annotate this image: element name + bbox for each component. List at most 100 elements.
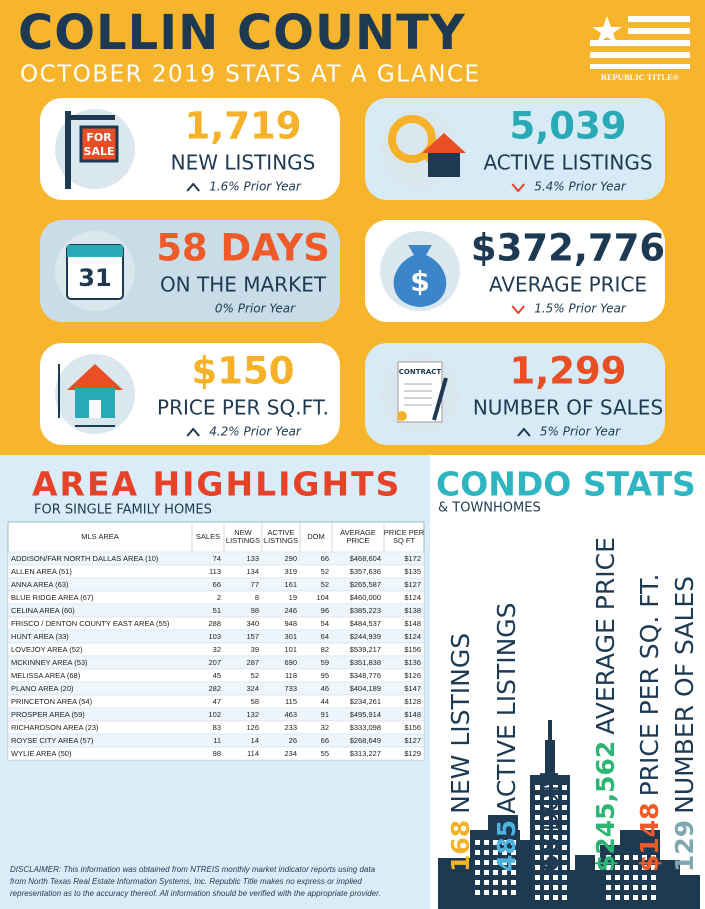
table-cell: $124 <box>404 593 421 602</box>
window <box>651 875 656 880</box>
condo-label: DOM <box>535 771 564 832</box>
window <box>511 870 516 875</box>
table-cell: $268,649 <box>350 736 381 745</box>
table-cell: 287 <box>246 658 259 667</box>
condo-label: ACTIVE LISTINGS <box>492 602 521 813</box>
table-header: NEW LISTINGS <box>226 528 260 545</box>
table-cell: $148 <box>404 619 421 628</box>
subtitle: OCTOBER 2019 STATS AT A GLANCE <box>20 62 481 88</box>
window <box>544 845 549 850</box>
window <box>535 805 540 810</box>
window <box>484 870 489 875</box>
window <box>535 845 540 850</box>
window <box>642 875 647 880</box>
window <box>535 885 540 890</box>
table-cell: 66 <box>321 554 329 563</box>
table-cell: 102 <box>208 710 221 719</box>
table-cell: 39 <box>251 645 259 654</box>
table-cell: CELINA AREA (60) <box>11 606 75 615</box>
table-cell: 948 <box>284 619 297 628</box>
window <box>562 795 567 800</box>
window <box>475 870 480 875</box>
window <box>562 855 567 860</box>
table-header: AVERAGE PRICE <box>340 528 376 545</box>
window <box>633 885 638 890</box>
table-cell: 733 <box>284 684 297 693</box>
condo-stat: 68 DOM <box>535 771 564 872</box>
card-label: ACTIVE LISTINGS <box>483 151 652 175</box>
table-cell: $357,636 <box>350 567 381 576</box>
table-cell: 319 <box>284 567 297 576</box>
icon-sign <box>79 125 119 163</box>
window <box>553 855 558 860</box>
card-change: 0% Prior Year <box>215 302 296 316</box>
window <box>493 850 498 855</box>
card-value: 1,719 <box>184 105 301 148</box>
window <box>615 895 620 900</box>
icon-text: $ <box>410 265 429 298</box>
table-cell: 46 <box>321 684 329 693</box>
table-cell: $156 <box>404 645 421 654</box>
card-label: NUMBER OF SALES <box>473 396 663 420</box>
window <box>562 845 567 850</box>
card-change: 1.5% Prior Year <box>534 302 627 316</box>
area-subtitle: FOR SINGLE FAMILY HOMES <box>34 503 212 518</box>
icon-bag <box>393 245 447 307</box>
window <box>651 855 656 860</box>
table-row <box>7 746 425 761</box>
window <box>553 815 558 820</box>
table-cell: BLUE RIDGE AREA (67) <box>11 593 94 602</box>
table-cell: PLANO AREA (20) <box>11 684 74 693</box>
table-cell: 96 <box>321 606 329 615</box>
table-cell: LOVEJOY AREA (52) <box>11 645 83 654</box>
window <box>493 890 498 895</box>
table-cell: $404,189 <box>350 684 381 693</box>
trend-arrow <box>186 427 200 437</box>
window <box>535 865 540 870</box>
trend-arrow <box>511 305 525 315</box>
window <box>544 875 549 880</box>
table-cell: $147 <box>404 684 421 693</box>
table-cell: 161 <box>284 580 297 589</box>
table-cell: MCKINNEY AREA (53) <box>11 658 88 667</box>
table-cell: 133 <box>246 554 259 563</box>
table-cell: 463 <box>284 710 297 719</box>
window <box>544 805 549 810</box>
table-cell: 64 <box>321 632 329 641</box>
window <box>484 840 489 845</box>
card-value: 58 DAYS <box>156 227 330 270</box>
window <box>544 865 549 870</box>
window <box>502 860 507 865</box>
window <box>553 825 558 830</box>
window <box>544 835 549 840</box>
table-cell: 98 <box>251 606 259 615</box>
window <box>624 855 629 860</box>
table-cell: $124 <box>404 632 421 641</box>
table-cell: $156 <box>404 723 421 732</box>
window <box>651 865 656 870</box>
table-cell: $126 <box>404 671 421 680</box>
table-cell: 74 <box>213 554 221 563</box>
table-cell: 114 <box>247 749 259 758</box>
window <box>615 885 620 890</box>
table-cell: $234,261 <box>350 697 381 706</box>
window <box>562 895 567 900</box>
window <box>642 885 647 890</box>
table-cell: $129 <box>404 749 421 758</box>
table-cell: 2 <box>217 593 221 602</box>
window <box>493 870 498 875</box>
condo-value: 485 <box>492 820 521 872</box>
table-cell: 8 <box>255 593 259 602</box>
window <box>553 875 558 880</box>
window <box>511 860 516 865</box>
table-cell: 95 <box>321 671 329 680</box>
window <box>511 890 516 895</box>
card-label: PRICE PER SQ.FT. <box>157 396 329 420</box>
table-cell: $460,000 <box>350 593 381 602</box>
icon-arm <box>65 115 115 120</box>
table-cell: 101 <box>284 645 297 654</box>
icon-lens <box>388 115 436 163</box>
window <box>553 895 558 900</box>
window <box>484 850 489 855</box>
window <box>606 865 611 870</box>
